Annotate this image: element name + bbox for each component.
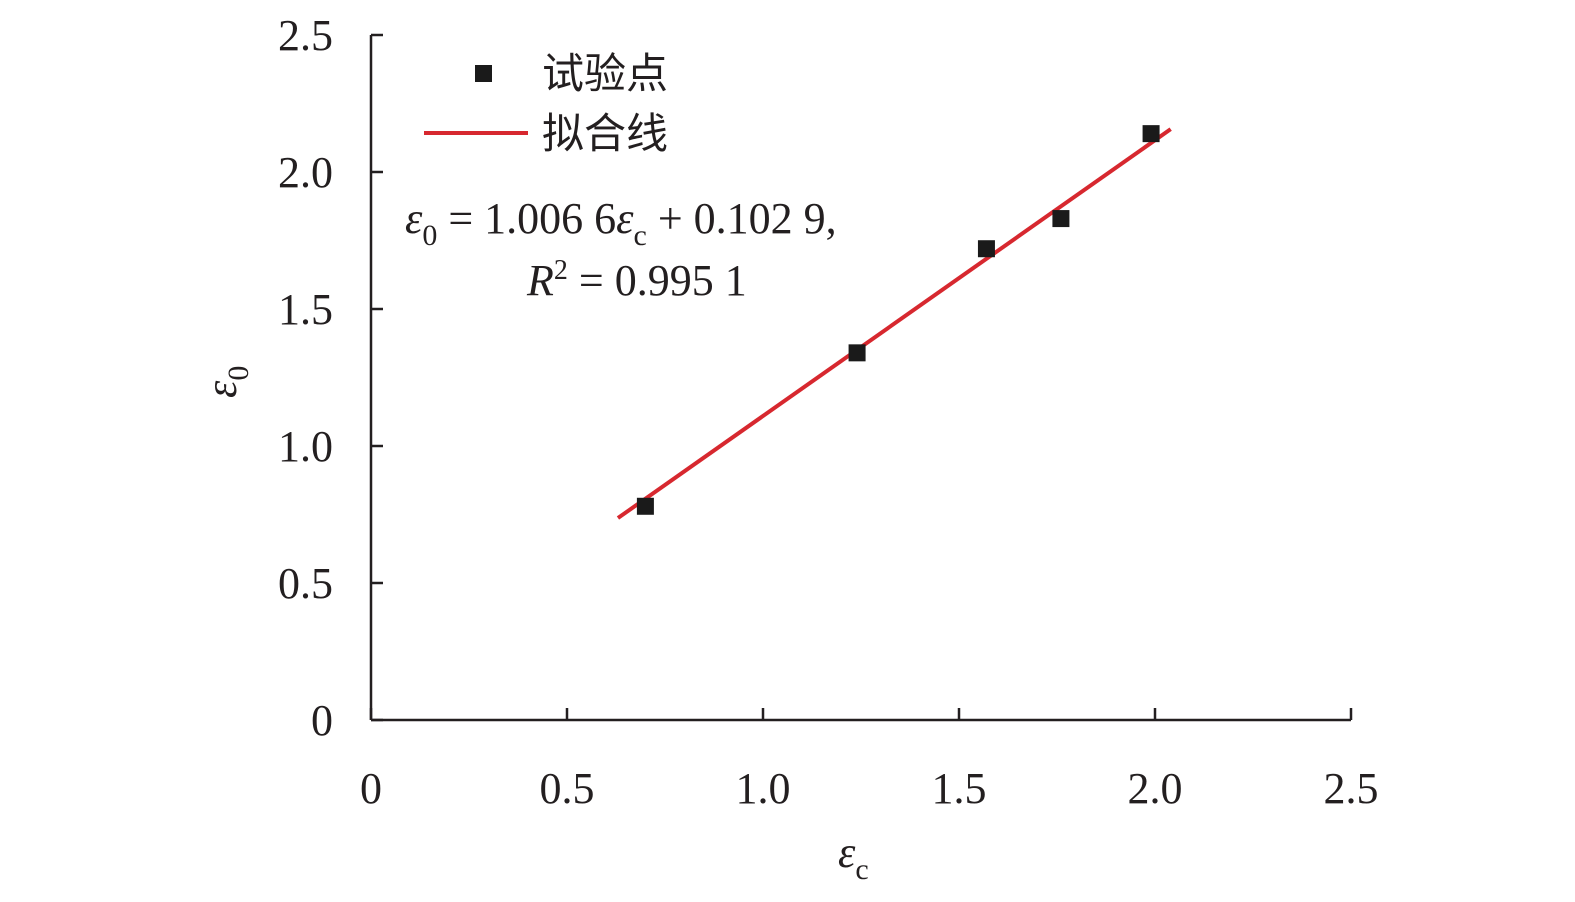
data-point [977,240,995,258]
legend-marker-square [475,65,492,82]
x-tick-label: 2.5 [1324,764,1379,813]
x-tick-label: 1.0 [736,764,791,813]
equation-line-1: ε0 = 1.006 6εc + 0.102 9, [405,194,837,252]
y-axis-label-symbol: ε [197,380,246,398]
r-squared-symbol: R [526,256,554,305]
fit-line [616,127,1172,520]
x-tick-label: 1.5 [932,764,987,813]
data-point [1142,125,1160,143]
y-axis-label-subscript: 0 [222,366,255,381]
x-axis-label-subscript: c [855,853,868,886]
r-squared-superscript: 2 [554,255,568,286]
equation-line-2: R2 = 0.995 1 [526,255,747,305]
x-axis-label-symbol: ε [838,828,856,877]
y-tick-label: 0 [311,696,333,745]
eq-lhs-symbol: ε [405,194,423,243]
y-ticks: 0 0.5 1.0 1.5 2.0 2.5 [278,11,383,745]
fit-equation-annotation: ε0 = 1.006 6εc + 0.102 9, R2 = 0.995 1 [405,194,837,305]
data-point [1052,210,1070,228]
x-tick-label: 0 [360,764,382,813]
legend-label-test-points: 试验点 [542,49,668,98]
y-tick-label: 0.5 [278,559,333,608]
y-tick-label: 2.5 [278,11,333,60]
eq-lhs-subscript: 0 [422,219,437,252]
y-tick-label: 2.0 [278,148,333,197]
data-point [848,344,866,362]
axes [369,35,1351,722]
r-squared-value: = 0.995 1 [568,256,747,305]
data-point [636,497,654,515]
eq-rhs-symbol: ε [616,194,634,243]
y-tick-label: 1.5 [278,285,333,334]
y-axis-label: ε0 [197,366,255,398]
legend-label-fit-line: 拟合线 [542,109,668,158]
x-ticks: 0 0.5 1.0 1.5 2.0 2.5 [360,708,1379,813]
x-axis-label: εc [838,828,869,886]
legend: 试验点 拟合线 [424,49,668,158]
x-tick-label: 2.0 [1128,764,1183,813]
x-tick-label: 0.5 [540,764,595,813]
eq-middle: = 1.006 6 [437,194,616,243]
eq-rhs-subscript: c [634,219,647,252]
plot-series [616,125,1172,520]
y-tick-label: 1.0 [278,422,333,471]
eq-tail: + 0.102 9, [647,194,837,243]
